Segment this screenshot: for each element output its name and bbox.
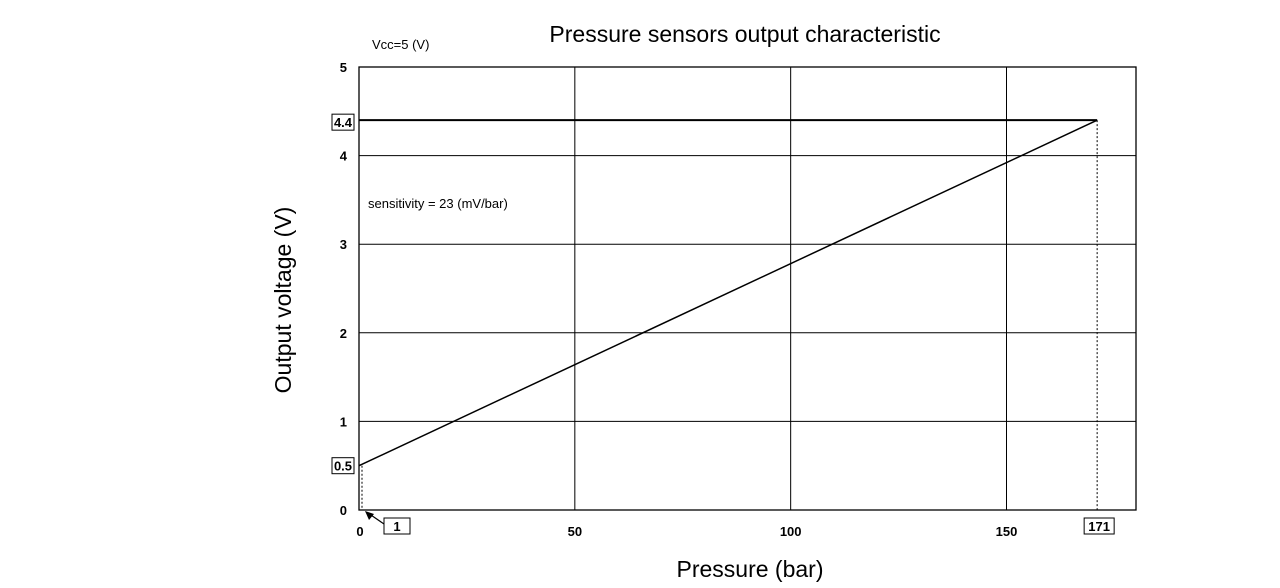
y-max-label-box: [331, 113, 355, 131]
x-tick-label: 0: [356, 524, 363, 539]
chart-title: Pressure sensors output characteristic: [549, 21, 940, 47]
y-tick-label: 4: [340, 149, 348, 164]
x-max-label: 171: [1088, 519, 1110, 534]
y-axis-label: Output voltage (V): [270, 207, 296, 394]
x-tick-label: 150: [996, 524, 1018, 539]
supply-voltage-note: Vcc=5 (V): [372, 37, 429, 52]
y-tick-label: 0: [340, 503, 347, 518]
x-min-label-box: [383, 517, 411, 535]
x-tick-label: 50: [568, 524, 582, 539]
x-axis-label: Pressure (bar): [677, 556, 824, 582]
x-max-label-box: [1083, 517, 1115, 535]
y-max-label: 4.4: [334, 115, 353, 130]
y-min-label: 0.5: [334, 459, 352, 474]
plot-frame: [358, 66, 1137, 511]
y-tick-label: 5: [340, 60, 347, 75]
origin-arrow-head: [365, 511, 374, 520]
y-min-label-box: [331, 457, 355, 475]
sensitivity-note: sensitivity = 23 (mV/bar): [368, 196, 508, 211]
value-markers: 4.4 0.5 171 1: [331, 113, 1115, 535]
y-tick-label: 3: [340, 237, 347, 252]
output-line: [358, 119, 1098, 467]
y-tick-label: 1: [340, 414, 347, 429]
series: [358, 119, 1098, 467]
y-tick-label: 2: [340, 326, 347, 341]
grid: [359, 67, 1136, 510]
x-tick-label: 100: [780, 524, 802, 539]
x-min-label: 1: [393, 519, 400, 534]
